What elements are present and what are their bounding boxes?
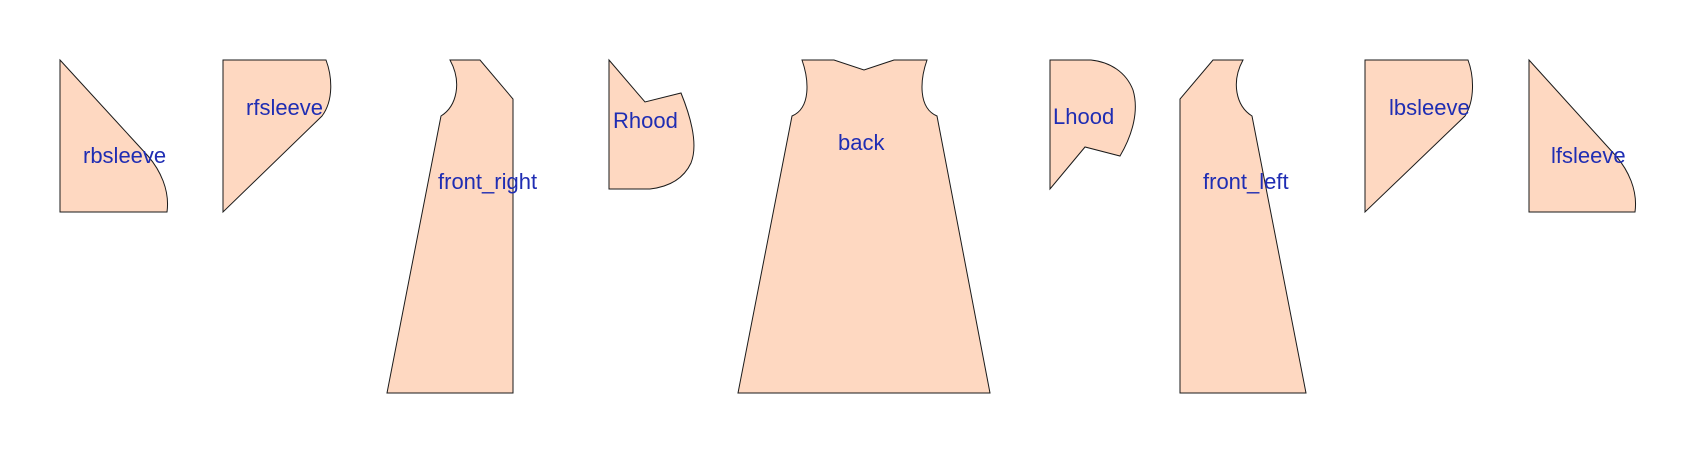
piece-front-left: front_left [1179,59,1307,394]
piece-front-right-label: front_right [438,169,537,194]
piece-rfsleeve: rfsleeve [222,59,332,214]
piece-back: back [737,59,991,394]
piece-lfsleeve: lfsleeve [1528,58,1637,213]
piece-rhood-shape [608,58,695,190]
piece-rbsleeve-shape [59,58,169,213]
piece-lbsleeve-label: lbsleeve [1389,95,1470,120]
piece-rbsleeve: rbsleeve [59,58,169,213]
piece-back-shape [737,59,991,394]
piece-front-right: front_right [386,59,537,394]
piece-lbsleeve: lbsleeve [1364,59,1473,214]
piece-rbsleeve-label: rbsleeve [83,143,166,168]
piece-lhood-shape [1049,59,1136,191]
piece-front-right-shape [386,59,514,394]
piece-lfsleeve-shape [1528,58,1637,213]
piece-rhood-label: Rhood [613,108,678,133]
piece-lhood-label: Lhood [1053,104,1114,129]
piece-lfsleeve-label: lfsleeve [1551,143,1626,168]
piece-lbsleeve-shape [1364,59,1473,214]
piece-front-left-label: front_left [1203,169,1289,194]
piece-rhood: Rhood [608,58,695,190]
piece-front-left-shape [1179,59,1307,394]
piece-lhood: Lhood [1049,59,1136,191]
piece-rfsleeve-shape [222,59,332,214]
piece-back-label: back [838,130,885,155]
piece-rfsleeve-label: rfsleeve [246,95,323,120]
